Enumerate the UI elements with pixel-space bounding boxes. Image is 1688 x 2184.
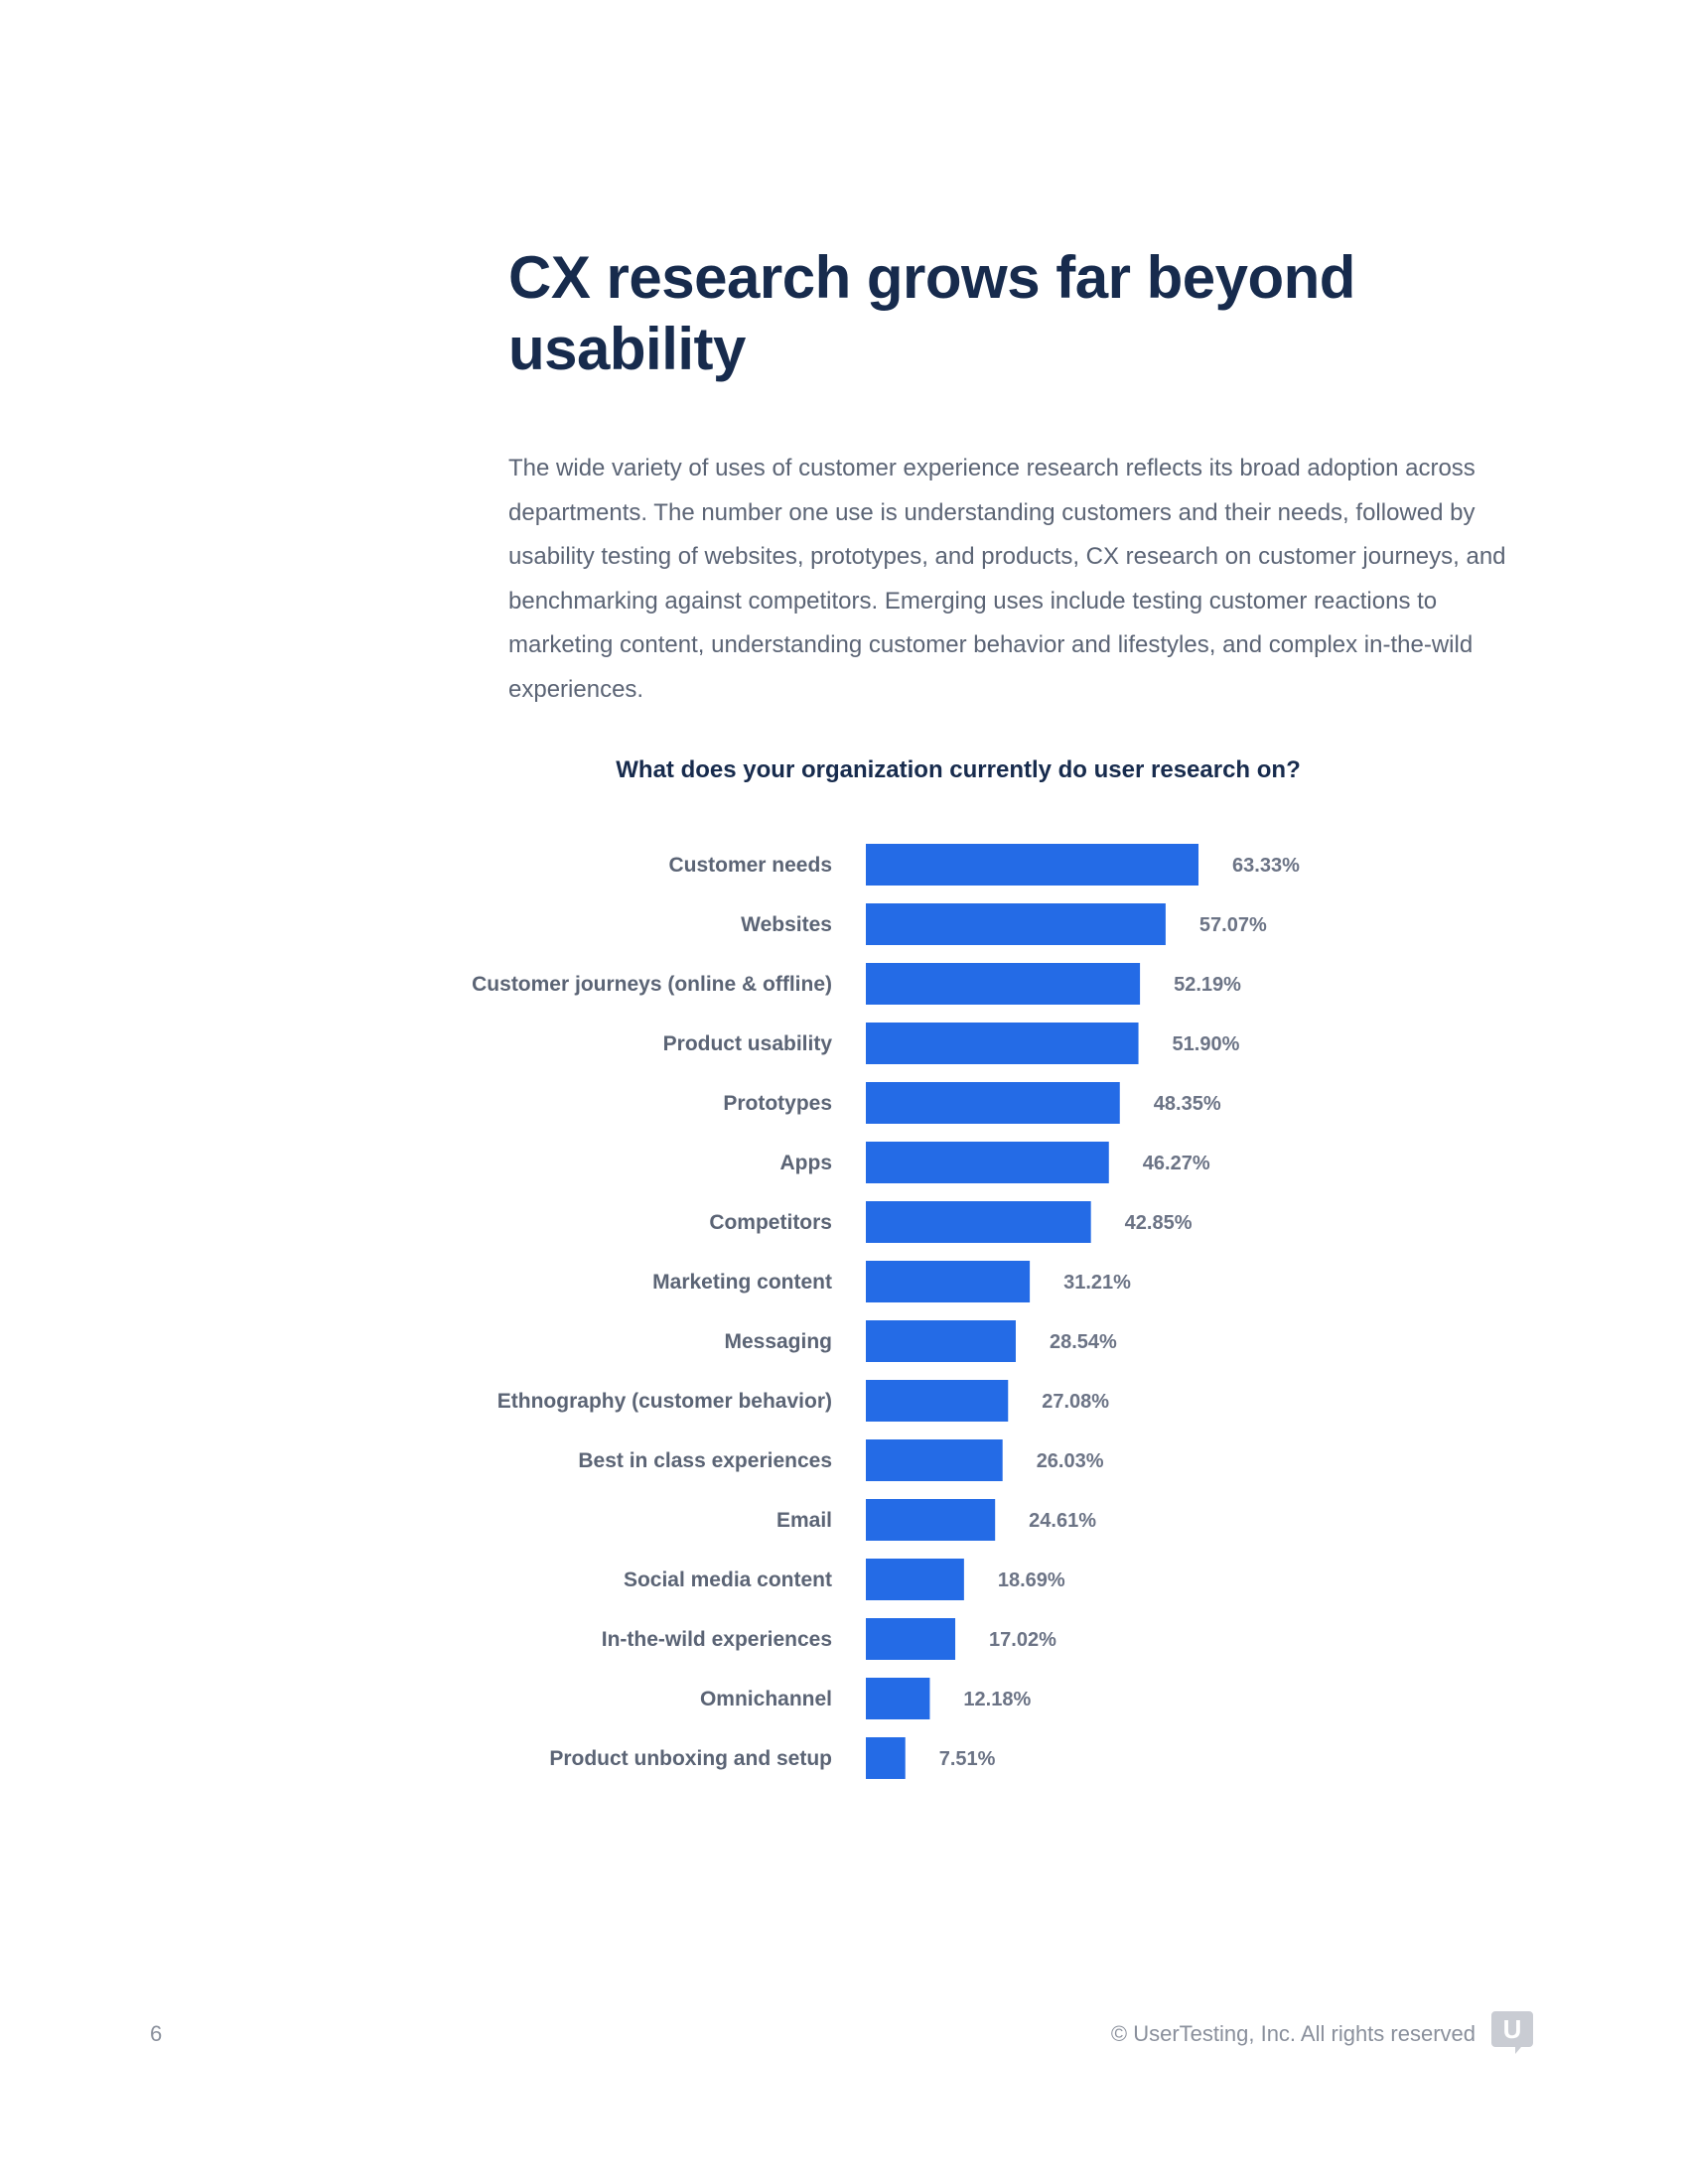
bar bbox=[866, 903, 1166, 945]
bar bbox=[866, 1499, 996, 1541]
category-label: In-the-wild experiences bbox=[602, 1628, 832, 1651]
value-label: 27.08% bbox=[1042, 1391, 1109, 1413]
category-label: Websites bbox=[741, 913, 832, 936]
category-label: Ethnography (customer behavior) bbox=[497, 1390, 832, 1413]
value-label: 57.07% bbox=[1199, 914, 1267, 936]
page-title: CX research grows far beyond usability bbox=[508, 244, 1355, 382]
category-label: Apps bbox=[780, 1152, 833, 1174]
bar bbox=[866, 1380, 1009, 1422]
bar bbox=[866, 1737, 906, 1779]
category-label: Customer journeys (online & offline) bbox=[472, 973, 832, 996]
bar bbox=[866, 1023, 1139, 1064]
bar bbox=[866, 1559, 964, 1600]
bar bbox=[866, 844, 1199, 886]
value-label: 17.02% bbox=[989, 1629, 1056, 1651]
value-label: 51.90% bbox=[1173, 1033, 1240, 1055]
value-label: 52.19% bbox=[1174, 974, 1241, 996]
page-number: 6 bbox=[150, 2021, 163, 2046]
value-label: 12.18% bbox=[963, 1689, 1031, 1710]
category-label: Competitors bbox=[709, 1211, 832, 1234]
value-label: 28.54% bbox=[1050, 1331, 1117, 1353]
chart-title: What does your organization currently do… bbox=[616, 756, 1301, 783]
logo-letter: U bbox=[1503, 2014, 1522, 2044]
value-label: 26.03% bbox=[1037, 1450, 1104, 1472]
category-label: Omnichannel bbox=[700, 1688, 832, 1710]
category-label: Product unboxing and setup bbox=[549, 1747, 832, 1770]
value-label: 46.27% bbox=[1143, 1153, 1210, 1174]
bar bbox=[866, 1201, 1091, 1243]
value-label: 18.69% bbox=[998, 1570, 1065, 1591]
intro-paragraph: The wide variety of uses of customer exp… bbox=[508, 455, 1506, 703]
category-label: Customer needs bbox=[668, 854, 832, 877]
category-label: Social media content bbox=[624, 1569, 832, 1591]
category-label: Product usability bbox=[663, 1032, 833, 1055]
bar bbox=[866, 1142, 1109, 1183]
value-label: 42.85% bbox=[1125, 1212, 1193, 1234]
category-label: Best in class experiences bbox=[578, 1449, 832, 1472]
category-label: Email bbox=[776, 1509, 832, 1532]
bar bbox=[866, 1320, 1016, 1362]
value-label: 24.61% bbox=[1029, 1510, 1096, 1532]
category-label: Prototypes bbox=[723, 1092, 832, 1115]
category-label: Messaging bbox=[724, 1330, 832, 1353]
bar bbox=[866, 1439, 1003, 1481]
copyright-notice: © UserTesting, Inc. All rights reserved bbox=[1110, 2021, 1476, 2046]
category-label: Marketing content bbox=[652, 1271, 832, 1294]
bar bbox=[866, 1678, 930, 1719]
bar bbox=[866, 1082, 1120, 1124]
usertesting-logo-icon: U bbox=[1491, 2011, 1533, 2054]
value-label: 48.35% bbox=[1154, 1093, 1221, 1115]
value-label: 63.33% bbox=[1232, 855, 1300, 877]
bar bbox=[866, 1261, 1031, 1302]
bar bbox=[866, 1618, 956, 1660]
value-label: 7.51% bbox=[939, 1748, 996, 1770]
value-label: 31.21% bbox=[1063, 1272, 1131, 1294]
bar bbox=[866, 963, 1141, 1005]
